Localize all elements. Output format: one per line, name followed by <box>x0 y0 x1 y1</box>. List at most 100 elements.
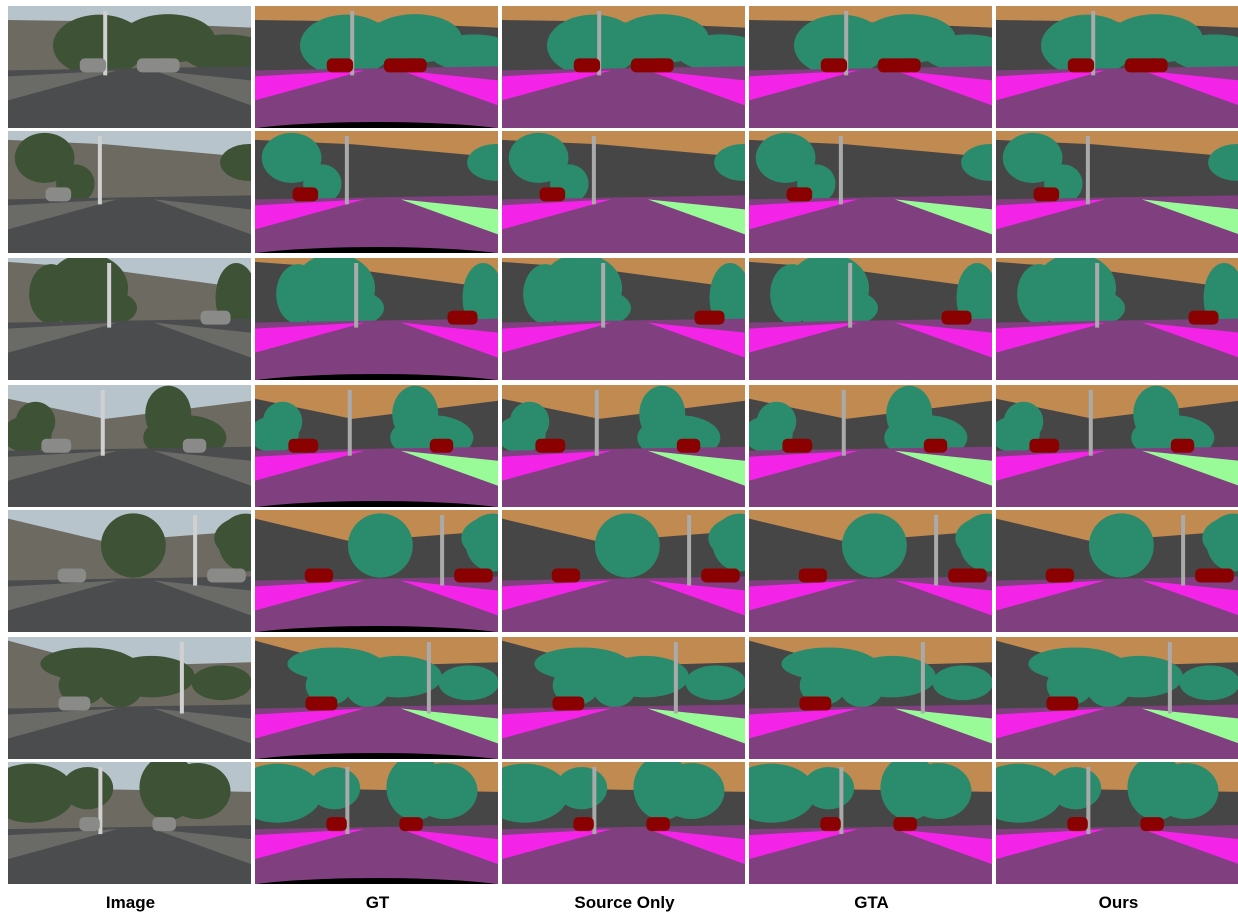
vegetation <box>191 665 251 700</box>
car <box>201 311 231 325</box>
vegetation <box>756 133 816 183</box>
vegetation <box>1050 767 1101 809</box>
segmentation-map <box>496 385 745 507</box>
car <box>820 817 841 831</box>
car <box>942 311 972 325</box>
segmentation-map <box>480 755 745 884</box>
cell <box>996 6 1238 128</box>
vegetation <box>510 402 549 442</box>
cell <box>502 510 778 632</box>
vegetation <box>16 402 55 442</box>
cell <box>749 254 998 380</box>
cell <box>749 131 1019 253</box>
car <box>326 817 347 831</box>
car <box>158 58 180 72</box>
photo <box>8 510 284 632</box>
pole <box>1089 390 1093 456</box>
segmentation-map <box>231 254 523 402</box>
car <box>58 696 90 710</box>
pole <box>1168 642 1172 713</box>
car <box>552 696 584 710</box>
vegetation <box>262 133 322 183</box>
cell <box>502 6 764 128</box>
vegetation <box>842 513 907 577</box>
car <box>327 58 353 72</box>
car <box>1146 58 1168 72</box>
pole <box>674 642 678 713</box>
vegetation <box>906 763 972 819</box>
pole <box>842 390 846 456</box>
car <box>646 817 670 831</box>
cell <box>743 385 992 507</box>
column-label: Image <box>8 893 253 913</box>
car <box>152 817 176 831</box>
vegetation <box>96 654 144 707</box>
vegetation <box>932 665 992 700</box>
segmentation-map <box>743 385 992 507</box>
cell <box>8 637 252 759</box>
cell <box>974 755 1238 884</box>
cell <box>502 254 751 380</box>
cell <box>749 6 1011 128</box>
pole <box>101 390 105 456</box>
photo <box>8 254 257 380</box>
segmentation-map <box>231 131 525 275</box>
car <box>695 311 725 325</box>
car <box>1171 439 1194 453</box>
pole <box>1086 136 1090 204</box>
segmentation-map <box>231 385 523 529</box>
segmentation-map <box>996 254 1238 380</box>
cell <box>502 131 772 253</box>
car <box>1034 187 1060 201</box>
segmentation-map <box>749 6 1011 128</box>
pole <box>839 136 843 204</box>
cell <box>231 254 523 402</box>
vegetation <box>101 513 166 577</box>
car <box>1046 569 1074 583</box>
car <box>1189 311 1219 325</box>
vegetation <box>263 402 302 442</box>
cell <box>502 637 746 759</box>
car <box>540 187 566 201</box>
pole <box>98 136 102 204</box>
car <box>305 569 333 583</box>
vegetation <box>438 665 498 700</box>
vegetation <box>556 767 607 809</box>
pole <box>592 136 596 204</box>
pole <box>595 390 599 456</box>
cell <box>231 510 532 654</box>
cell <box>231 637 523 781</box>
car <box>399 817 423 831</box>
segmentation-map <box>502 6 764 128</box>
cell <box>231 385 523 529</box>
photo <box>8 131 278 253</box>
cell <box>496 385 745 507</box>
car <box>1195 569 1234 583</box>
photo <box>8 6 270 128</box>
pole <box>1181 515 1185 586</box>
segmentation-map <box>749 510 1025 632</box>
vegetation <box>1153 763 1219 819</box>
car <box>41 439 71 453</box>
cell <box>8 6 270 128</box>
cell <box>996 254 1238 380</box>
pole <box>354 263 358 328</box>
segmentation-map <box>231 510 532 654</box>
vegetation <box>1179 665 1238 700</box>
car <box>574 58 600 72</box>
column-label: GTA <box>749 893 994 913</box>
photo <box>0 755 251 884</box>
pole <box>687 515 691 586</box>
cell <box>996 637 1238 759</box>
segmentation-map <box>727 755 992 884</box>
vegetation <box>1084 654 1132 707</box>
car <box>799 696 831 710</box>
car <box>58 569 86 583</box>
vegetation <box>62 767 113 809</box>
vegetation <box>1089 513 1154 577</box>
car <box>454 569 493 583</box>
segmentation-map <box>502 510 778 632</box>
cell <box>231 6 523 150</box>
car <box>1140 817 1164 831</box>
segmentation-map <box>749 131 1019 253</box>
